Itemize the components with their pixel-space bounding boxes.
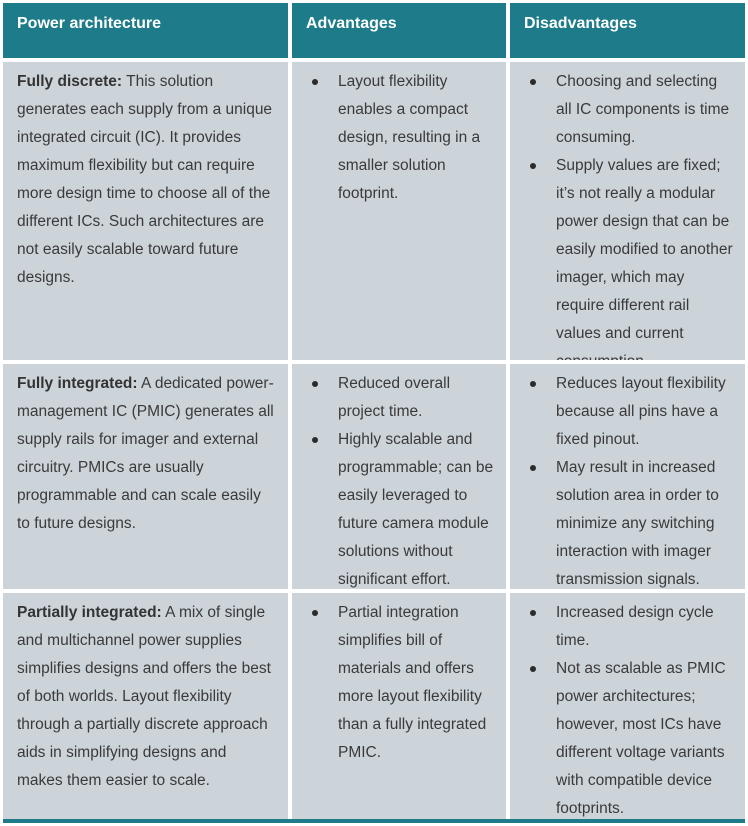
bullet-item: Partial integration simplifies bill of m…: [312, 599, 494, 767]
header-cell-power-architecture: Power architecture: [3, 3, 288, 58]
advantages-cell-row1: Layout flexibility enables a compact des…: [292, 62, 506, 360]
disadvantages-cell-row1: Choosing and selecting all IC components…: [510, 62, 745, 360]
disadvantages-list: Choosing and selecting all IC components…: [524, 68, 733, 360]
bullet-item: Highly scalable and programmable; can be…: [312, 426, 494, 589]
bullet-dot-icon: [530, 465, 536, 471]
disadvantages-cell-row3: Increased design cycle time. Not as scal…: [510, 593, 745, 819]
bullet-item: Increased design cycle time.: [530, 599, 733, 655]
advantages-cell-row2: Reduced overall project time. Highly sca…: [292, 364, 506, 589]
bullet-text: Reduces layout flexibility because all p…: [556, 375, 726, 448]
bullet-dot-icon: [530, 79, 536, 85]
bullet-text: Partial integration simplifies bill of m…: [338, 604, 487, 761]
header-label: Advantages: [306, 15, 397, 32]
bullet-item: Reduces layout flexibility because all p…: [530, 370, 733, 454]
table-bottom-border: [3, 819, 745, 823]
architecture-text: A mix of single and multichannel power s…: [17, 604, 271, 789]
architecture-cell-fully-discrete: Fully discrete: This solution generates …: [3, 62, 288, 360]
bullet-text: Reduced overall project time.: [338, 375, 451, 420]
bullet-text: Layout flexibility enables a compact des…: [338, 73, 481, 202]
disadvantages-cell-row2: Reduces layout flexibility because all p…: [510, 364, 745, 589]
advantages-list: Partial integration simplifies bill of m…: [306, 599, 494, 767]
bullet-item: Not as scalable as PMIC power architectu…: [530, 655, 733, 819]
bullet-text: Highly scalable and programmable; can be…: [338, 431, 494, 588]
architecture-text: A dedicated power-management IC (PMIC) g…: [17, 375, 274, 532]
bullet-item: Reduced overall project time.: [312, 370, 494, 426]
power-architecture-table: Power architecture Advantages Disadvanta…: [3, 3, 745, 819]
architecture-cell-partially-integrated: Partially integrated: A mix of single an…: [3, 593, 288, 819]
bullet-dot-icon: [312, 437, 318, 443]
disadvantages-list: Increased design cycle time. Not as scal…: [524, 599, 733, 819]
architecture-lead: Fully integrated:: [17, 375, 138, 392]
bullet-text: Increased design cycle time.: [556, 604, 714, 649]
bullet-item: Choosing and selecting all IC components…: [530, 68, 733, 152]
bullet-dot-icon: [530, 381, 536, 387]
bullet-dot-icon: [312, 79, 318, 85]
bullet-dot-icon: [530, 610, 536, 616]
bullet-text: May result in increased solution area in…: [556, 459, 719, 588]
bullet-text: Not as scalable as PMIC power architectu…: [556, 660, 726, 817]
architecture-cell-fully-integrated: Fully integrated: A dedicated power-mana…: [3, 364, 288, 589]
bullet-text: Choosing and selecting all IC components…: [556, 73, 730, 146]
architecture-lead: Fully discrete:: [17, 73, 123, 90]
bullet-text: Supply values are fixed; it’s not really…: [556, 157, 733, 360]
bullet-dot-icon: [530, 666, 536, 672]
bullet-dot-icon: [312, 610, 318, 616]
header-label: Power architecture: [17, 15, 162, 32]
advantages-list: Layout flexibility enables a compact des…: [306, 68, 494, 208]
bullet-item: May result in increased solution area in…: [530, 454, 733, 589]
advantages-cell-row3: Partial integration simplifies bill of m…: [292, 593, 506, 819]
bullet-dot-icon: [312, 381, 318, 387]
architecture-text: This solution generates each supply from…: [17, 73, 273, 286]
header-cell-advantages: Advantages: [292, 3, 506, 58]
header-label: Disadvantages: [524, 15, 637, 32]
header-cell-disadvantages: Disadvantages: [510, 3, 745, 58]
bullet-dot-icon: [530, 163, 536, 169]
bullet-item: Supply values are fixed; it’s not really…: [530, 152, 733, 360]
bullet-item: Layout flexibility enables a compact des…: [312, 68, 494, 208]
disadvantages-list: Reduces layout flexibility because all p…: [524, 370, 733, 589]
advantages-list: Reduced overall project time. Highly sca…: [306, 370, 494, 589]
architecture-lead: Partially integrated:: [17, 604, 162, 621]
